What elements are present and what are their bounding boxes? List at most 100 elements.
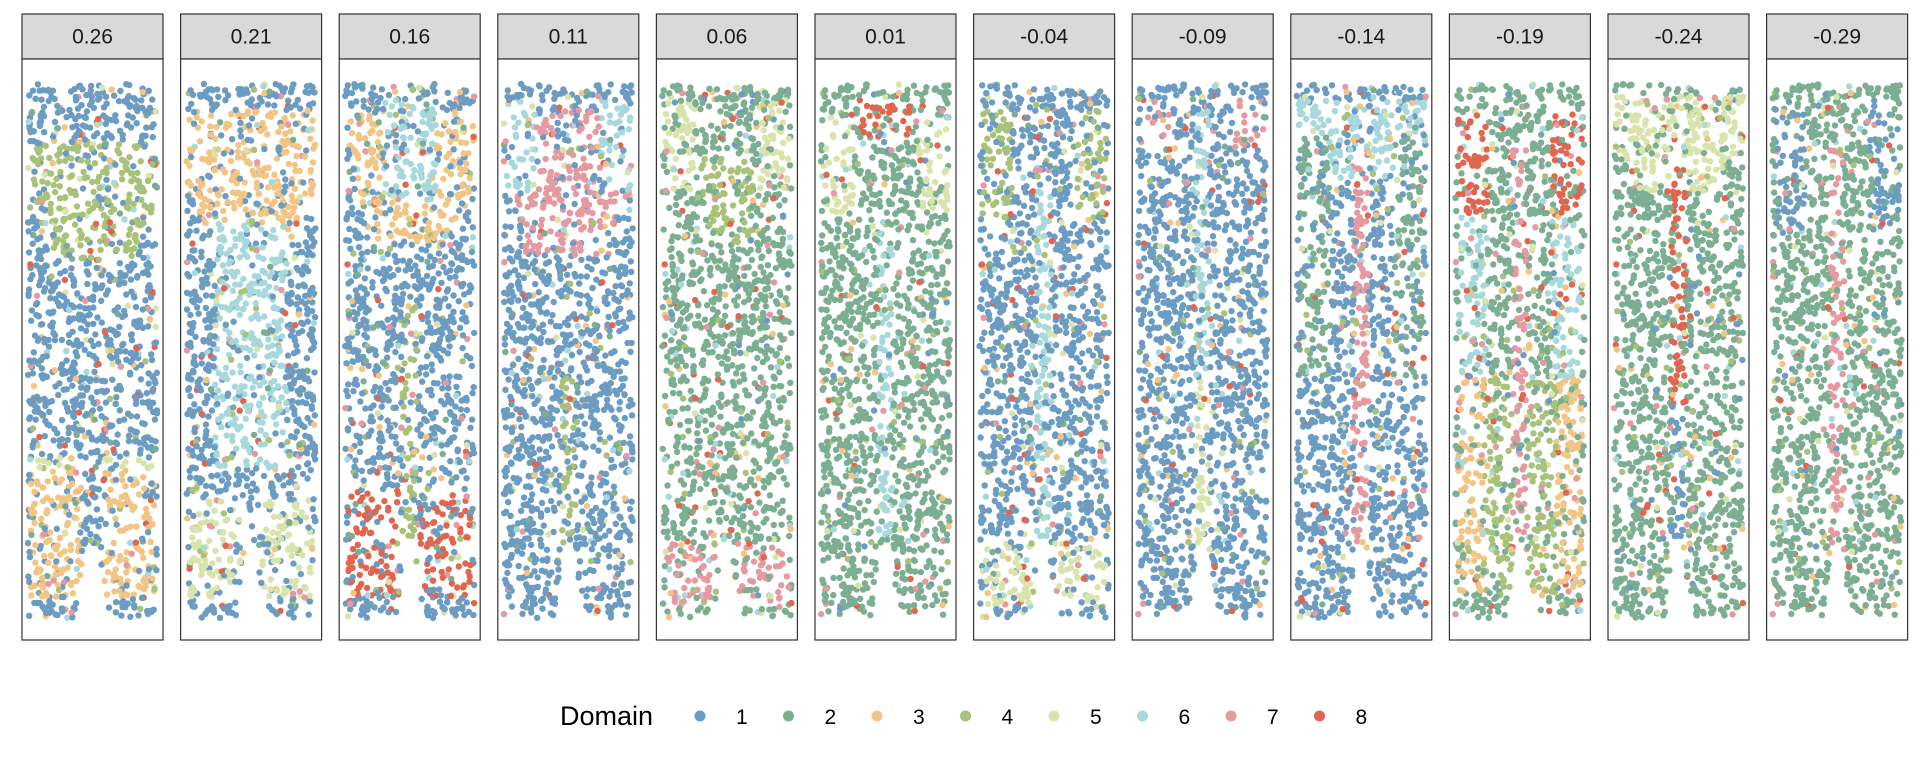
data-point — [234, 148, 242, 155]
data-point — [549, 311, 556, 319]
data-point — [362, 405, 369, 412]
data-point — [370, 244, 378, 251]
data-point — [115, 358, 122, 365]
data-point — [564, 271, 571, 278]
data-point — [35, 149, 42, 156]
data-point — [373, 207, 381, 214]
data-point — [251, 450, 259, 458]
data-point — [116, 323, 123, 331]
data-point — [245, 446, 253, 453]
data-point — [105, 496, 112, 503]
data-point — [120, 199, 127, 207]
data-point — [124, 166, 131, 173]
data-point — [38, 515, 45, 522]
data-point — [417, 540, 425, 547]
data-point — [294, 294, 301, 301]
data-point — [26, 471, 33, 479]
data-point — [430, 234, 437, 242]
data-point — [126, 191, 133, 198]
data-point — [47, 295, 54, 302]
data-point — [370, 147, 377, 154]
data-point — [71, 221, 79, 228]
data-point — [273, 93, 280, 100]
data-point — [243, 354, 251, 362]
data-point — [36, 190, 43, 197]
data-point — [152, 108, 159, 115]
data-point — [448, 260, 456, 268]
data-point — [98, 272, 105, 279]
data-point — [107, 132, 115, 140]
data-point — [145, 226, 152, 233]
data-point — [87, 254, 95, 261]
data-point — [118, 612, 125, 619]
data-point — [189, 534, 196, 541]
data-point — [139, 104, 146, 112]
data-point — [282, 183, 289, 190]
data-point — [60, 248, 67, 256]
data-point — [145, 172, 152, 180]
data-point — [436, 336, 444, 343]
data-point — [283, 148, 290, 156]
data-point — [42, 262, 49, 269]
data-point — [134, 272, 141, 280]
data-point — [66, 376, 74, 383]
data-point — [293, 500, 300, 507]
data-point — [103, 176, 110, 183]
data-point — [72, 349, 80, 356]
data-point — [392, 523, 399, 530]
data-point — [54, 542, 61, 549]
data-point — [104, 568, 112, 576]
data-point — [427, 172, 434, 179]
data-point — [61, 450, 68, 457]
data-point — [626, 505, 634, 513]
data-point — [91, 494, 99, 501]
data-point — [55, 494, 62, 501]
data-point — [66, 251, 73, 259]
data-point — [296, 588, 303, 595]
data-point — [76, 571, 84, 579]
data-point — [115, 141, 123, 148]
data-point — [203, 510, 210, 517]
data-point — [207, 228, 214, 235]
data-point — [404, 261, 412, 268]
data-point — [445, 385, 452, 392]
data-point — [204, 393, 211, 400]
data-point — [103, 591, 111, 598]
data-point — [402, 429, 410, 436]
data-point — [94, 96, 102, 103]
data-point — [237, 369, 244, 376]
data-point — [100, 477, 107, 484]
data-point — [140, 460, 148, 467]
data-point — [422, 363, 430, 371]
data-point — [439, 574, 446, 581]
data-point — [191, 269, 198, 277]
data-point — [273, 421, 280, 428]
data-point — [291, 434, 298, 441]
data-point — [299, 271, 306, 278]
data-point — [66, 106, 73, 114]
data-point — [208, 86, 215, 93]
data-point — [532, 280, 539, 288]
data-point — [151, 416, 159, 423]
data-point — [548, 443, 556, 450]
data-point — [395, 154, 402, 161]
data-point — [410, 496, 418, 503]
data-point — [343, 87, 350, 94]
data-point — [140, 554, 147, 562]
data-point — [280, 208, 287, 215]
data-point — [70, 277, 77, 284]
data-point — [144, 323, 152, 330]
data-point — [198, 276, 206, 284]
data-point — [378, 320, 385, 327]
data-point — [61, 124, 68, 131]
data-point — [372, 164, 379, 172]
data-point — [43, 398, 50, 405]
data-point — [231, 205, 238, 212]
data-point — [288, 289, 295, 297]
data-point — [56, 380, 63, 387]
data-point — [360, 220, 368, 227]
data-point — [65, 408, 72, 415]
data-point — [29, 425, 37, 432]
data-point — [265, 283, 273, 290]
data-point — [297, 105, 304, 112]
